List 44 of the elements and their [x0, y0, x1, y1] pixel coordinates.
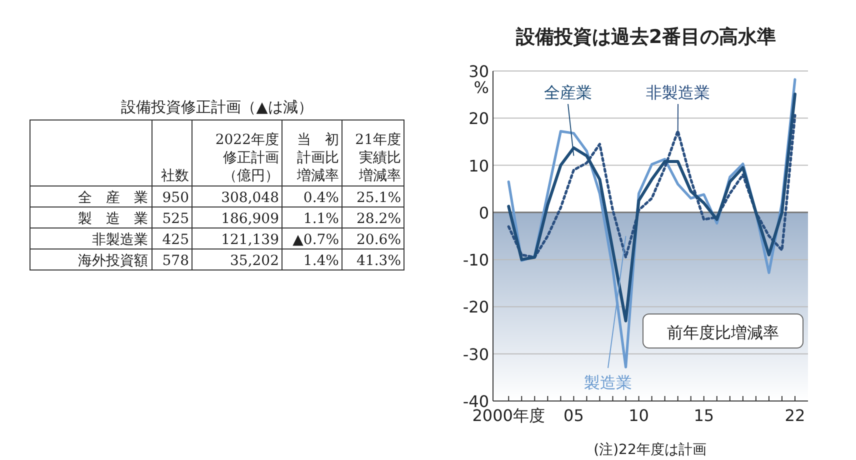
text: 全産業 [544, 83, 592, 102]
text: (注)22年度は計画 [594, 442, 706, 458]
text: 25.1% [356, 190, 401, 206]
x-tick-label: 22 [784, 406, 806, 425]
y-tick-label: 20 [468, 109, 489, 128]
y-tick-label: -30 [462, 344, 489, 364]
y-tick-label: 0 [478, 203, 489, 222]
category-label: 非製造業 [92, 232, 148, 248]
text: 20.6% [356, 232, 401, 248]
text: 非製造業 [646, 83, 710, 102]
x-tick-label: 2000年度 [472, 406, 545, 425]
category-label: 製 造 業 [78, 211, 148, 227]
category-label: 21年度実績比増減率 [355, 132, 401, 184]
category-label: 社数 [161, 168, 189, 184]
y-axis-title: % [474, 78, 489, 97]
x-tick-label: 15 [694, 406, 714, 425]
y-tick-label: -10 [462, 250, 489, 270]
text: 950 [162, 190, 189, 206]
text: 525 [162, 211, 189, 227]
category-label: 海外投資額 [78, 253, 148, 269]
text: 308,048 [221, 190, 279, 206]
text: 425 [162, 232, 189, 248]
chart-title: 設備投資は過去2番目の高水準 [514, 26, 776, 48]
category-label: 当 初計画比増減率 [296, 132, 339, 184]
text: 設備投資修正計画（▲は減） [121, 98, 313, 116]
y-tick-label: -20 [462, 298, 489, 317]
text: 35,202 [230, 253, 279, 269]
text: 578 [162, 253, 189, 269]
text: 1.1% [303, 211, 339, 227]
text: ▲0.7% [292, 232, 339, 248]
category-label: 全 産 業 [78, 190, 148, 206]
series-label: 製造業 [584, 373, 632, 392]
text: 121,139 [221, 232, 279, 248]
text: 186,909 [221, 211, 279, 227]
y-tick-label: 30 [468, 62, 489, 81]
y-tick-label: 10 [468, 156, 489, 176]
text: 41.3% [356, 253, 401, 269]
text: 1.4% [303, 253, 339, 269]
category-label: 2022年度修正計画（億円） [215, 132, 279, 184]
text: 0.4% [303, 190, 339, 206]
x-tick-label: 05 [564, 406, 584, 425]
text: 28.2% [356, 211, 401, 227]
x-tick-label: 10 [628, 406, 649, 425]
annotation: 前年度比増減率 [667, 323, 779, 342]
